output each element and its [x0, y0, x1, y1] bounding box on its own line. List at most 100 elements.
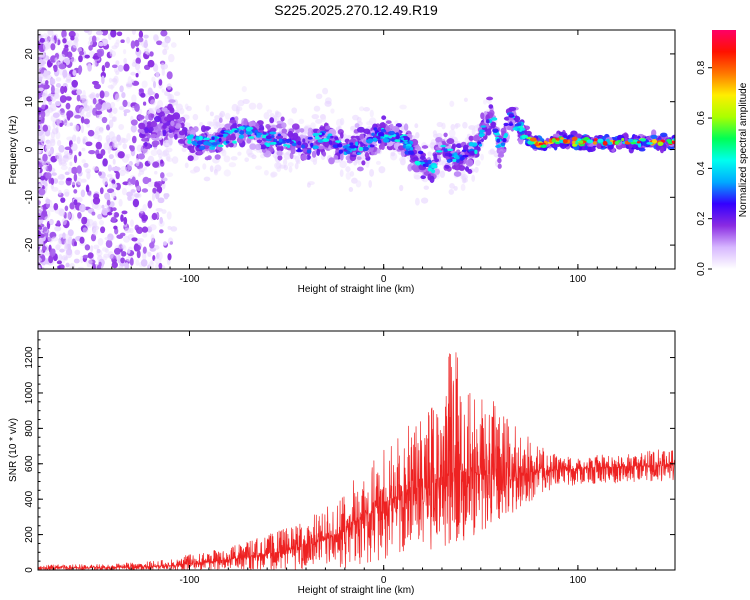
spectrogram-cell — [371, 132, 375, 136]
spectrogram-cell — [61, 30, 67, 39]
spectrogram-cell — [141, 138, 149, 142]
spectrogram-cell — [348, 186, 354, 193]
spectrogram-cell — [395, 135, 401, 140]
spectrogram-cell — [494, 132, 501, 136]
spectrogram-cell — [60, 197, 66, 203]
spectrogram-cell — [70, 58, 77, 63]
spectrogram-cell — [119, 85, 124, 93]
spectrogram-cell — [339, 132, 344, 139]
spectrogram-cell — [116, 31, 123, 37]
spectrogram-cell — [62, 69, 68, 78]
spectrogram-cell — [335, 140, 342, 143]
spectrogram-cell — [58, 189, 62, 196]
spectrogram-cell — [322, 138, 330, 143]
spectrogram-cell — [101, 204, 105, 209]
spectrogram-cell — [287, 162, 294, 167]
spectrogram-cell — [431, 164, 438, 169]
spectrogram-cell — [140, 92, 146, 98]
spectrogram-cell — [111, 116, 116, 122]
colorbar-ticks: 0.0 0.2 0.4 0.6 0.8 — [696, 60, 712, 276]
spectrogram-cell — [158, 79, 163, 86]
spectrogram-cell — [222, 133, 229, 137]
spectrogram-cell — [560, 137, 565, 140]
spectrogram-cell — [135, 57, 141, 65]
spectrogram-cell — [453, 185, 458, 191]
spectrogram-cell — [142, 101, 147, 106]
colorbar-tick-label: 0.2 — [696, 211, 707, 225]
spectrogram-cell — [489, 148, 495, 155]
spectrogram-cell — [214, 154, 221, 160]
spectrogram-cell — [488, 104, 494, 109]
spectrogram-cell — [38, 129, 43, 137]
spectrogram-cell — [43, 182, 48, 187]
spectrogram-cell — [153, 115, 162, 123]
spectrogram-cell — [121, 244, 126, 249]
spectrogram-cell — [121, 210, 128, 215]
spectrogram-cell — [55, 83, 62, 88]
spectrogram-cell — [288, 166, 293, 173]
snr-y-tick-label: 400 — [24, 490, 35, 507]
spectrogram-cell — [401, 137, 405, 141]
spectrogram-cell — [98, 171, 102, 176]
spectrogram-cell — [325, 125, 331, 130]
spectrogram-cell — [411, 138, 419, 146]
spectrogram-cell — [189, 134, 194, 138]
spectrogram-cell — [474, 149, 478, 155]
spectrogram-cell — [208, 142, 212, 147]
spectrogram-cell — [453, 152, 458, 156]
spectrogram-cell — [134, 39, 140, 47]
spectrogram-cell — [238, 126, 245, 130]
spectrogram-cell — [146, 121, 153, 126]
spectrogram-cell — [102, 247, 108, 252]
spectrogram-cell — [419, 155, 426, 160]
spectrogram-cell — [496, 138, 501, 143]
spectrogram-cell — [224, 112, 231, 120]
spectrogram-cell — [85, 259, 93, 265]
spectrogram-cell — [90, 233, 97, 242]
spectrogram-cell — [170, 226, 178, 232]
spectrogram-cell — [355, 141, 359, 147]
spectrogram-cell — [73, 173, 78, 182]
spectrogram-cell — [87, 63, 92, 72]
spectrogram-cell — [76, 136, 81, 145]
spectrogram-cell — [83, 162, 89, 168]
spectrogram-cell — [349, 145, 356, 149]
spectrogram-cell — [471, 174, 476, 182]
spectrogram-cell — [168, 53, 175, 63]
spectrogram-cell — [517, 127, 521, 131]
spectrogram-cell — [156, 108, 161, 113]
colorbar-gradient — [712, 30, 736, 269]
spectrogram-cell — [587, 146, 592, 153]
spectrogram-cell — [38, 87, 44, 92]
spectrogram-cell — [363, 128, 371, 135]
spectrogram-cell — [107, 251, 114, 259]
spectrogram-cell — [80, 178, 87, 183]
spectrogram-cell — [76, 177, 82, 186]
spectrogram-cell — [95, 93, 100, 98]
spectrogram-cell — [102, 39, 109, 44]
spectrogram-cell — [276, 150, 283, 156]
spectrogram-cell — [315, 93, 323, 100]
spectrogram-cell — [597, 138, 604, 143]
spectrogram-cell — [639, 138, 647, 142]
spectrogram-cell — [363, 107, 371, 112]
spectrogram-cell — [115, 60, 120, 66]
spectrogram-cell — [100, 226, 106, 234]
spectrogram-cell — [73, 189, 78, 194]
spectrogram-cell — [59, 248, 65, 253]
spectrogram-cell — [283, 152, 291, 160]
spectrogram-cell — [420, 175, 426, 180]
spectrogram-cell — [69, 262, 76, 269]
spectrogram-cell — [221, 149, 227, 157]
spectrogram-cell — [101, 75, 105, 85]
spectrogram-cell — [42, 42, 48, 51]
spectrogram-cell — [460, 183, 466, 192]
spectrogram-cell — [127, 76, 132, 85]
spectrogram-cell — [81, 159, 86, 164]
spectrogram-cell — [147, 200, 153, 209]
spectrogram-cell — [167, 237, 174, 246]
spectrogram-cell — [468, 151, 476, 156]
spectrogram-cell — [277, 133, 281, 137]
spectrogram-cell — [213, 121, 219, 130]
spectrogram-cell — [78, 151, 82, 157]
